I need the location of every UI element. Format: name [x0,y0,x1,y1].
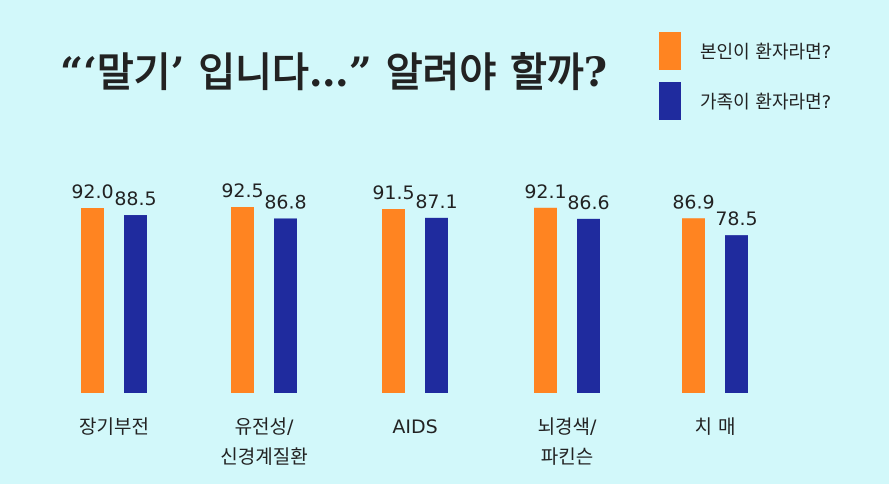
bar-1-1 [81,208,104,393]
legend: 본인이 환자라면? 가족이 환자라면? [659,32,831,120]
bar-3-2 [425,217,448,393]
value-label-4-2: 86.6 [567,192,609,214]
value-label-2-1: 92.5 [221,180,263,202]
value-label-4-1: 92.1 [524,181,566,203]
category-label-1-1: 장기부전 [79,416,149,438]
category-labels: 장기부전 유전성/신경계질환 AIDS 뇌경색/파킨슨 치 매 [79,416,735,468]
value-label-3-1: 91.5 [372,182,414,204]
bars [81,206,748,393]
legend-swatch-2 [659,82,681,120]
category-label-2-2: 신경계질환 [220,446,307,468]
chart-title: “‘말기’ 입니다…” 알려야 할까? [60,49,607,96]
category-label-4-2: 파킨슨 [541,446,593,468]
legend-swatch-1 [659,32,681,70]
bar-5-2 [725,235,748,393]
category-label-4-1: 뇌경색/ [538,416,597,438]
bar-1-2 [124,215,147,393]
value-label-1-2: 88.5 [114,188,156,210]
category-label-3-1: AIDS [392,416,437,438]
value-label-3-2: 87.1 [415,191,457,213]
legend-label-1: 본인이 환자라면? [700,42,831,63]
value-label-2-2: 86.8 [264,191,306,213]
bar-3-1 [382,209,405,393]
bar-5-1 [682,218,705,393]
value-label-5-1: 86.9 [672,191,714,213]
value-label-1-1: 92.0 [71,181,113,203]
category-label-5-1: 치 매 [695,416,736,438]
legend-label-2: 가족이 환자라면? [700,92,831,113]
bar-2-1 [231,206,254,393]
bar-2-2 [274,218,297,393]
bar-4-2 [577,218,600,393]
value-label-5-2: 78.5 [715,208,757,230]
bar-4-1 [534,207,557,393]
value-labels: 92.0 88.5 92.586.8 91.5 87.1 92.186.6 86.978.5 [71,180,757,230]
category-label-2-1: 유전성/ [235,416,294,438]
